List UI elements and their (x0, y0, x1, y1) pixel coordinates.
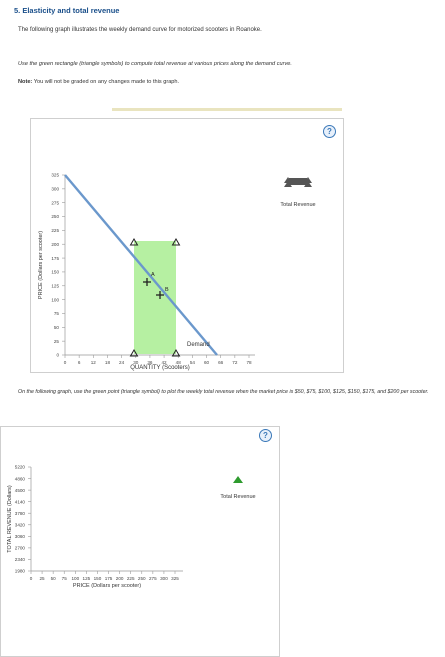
demand-graph-x-tick-label: 36 (147, 360, 153, 365)
note-label: Note: (18, 79, 33, 85)
total-revenue-graph-panel: ? 5220 4860 4500 4140 3780 3420 3060 2700 2340 19… (0, 426, 280, 657)
legend-label: Total Revenue (220, 494, 255, 500)
revenue-graph-x-tick-label: 275 (149, 576, 157, 581)
demand-curve (64, 174, 218, 356)
demand-graph-x-tick-label: 54 (190, 360, 196, 365)
note-body: You will not be graded on any changes ma… (33, 79, 180, 85)
intro-text: The following graph illustrates the week… (18, 27, 262, 33)
x-axis-label: PRICE (Dollars per scooter) (73, 583, 141, 589)
demand-label: Demand (187, 342, 210, 348)
demand-graph-y-tick-label: 275 (51, 200, 59, 205)
instruction-text: Use the green rectangle (triangle symbol… (18, 61, 292, 67)
demand-graph-y-tick-label: 200 (51, 242, 59, 247)
revenue-graph-y-tick-label: 4500 (15, 488, 26, 493)
demand-graph-x-tick-label: 42 (162, 360, 168, 365)
revenue-graph-y-tick-label: 4140 (15, 499, 26, 504)
legend-label: Total Revenue (280, 202, 315, 208)
rect-handle-top-left[interactable] (129, 238, 139, 246)
demand-graph-y-tick-label: 25 (54, 339, 60, 344)
demand-graph-y-tick-label: 125 (51, 283, 59, 288)
x-axis-label: QUANTITY (Scooters) (130, 365, 190, 371)
note-text: Note: You will not be graded on any chan… (18, 79, 179, 85)
y-axis-label: PRICE (Dollars per scooter) (38, 231, 44, 299)
revenue-graph-x-tick-label: 175 (105, 576, 113, 581)
revenue-graph-x-tick-label: 250 (138, 576, 146, 581)
revenue-graph-x-tick-label: 150 (94, 576, 102, 581)
revenue-graph-x-tick-label: 0 (30, 576, 33, 581)
demand-graph-x-tick-label: 0 (64, 360, 67, 365)
demand-graph-x-tick-label: 30 (133, 360, 139, 365)
divider (112, 108, 342, 111)
revenue-graph-x-tick-label: 225 (127, 576, 135, 581)
revenue-graph-y-tick-label: 2700 (15, 546, 26, 551)
demand-graph-y-tick-label: 150 (51, 270, 59, 275)
demand-graph-x-tick-label: 48 (176, 360, 182, 365)
demand-graph-x-tick-label: 12 (91, 360, 97, 365)
demand-graph-y-tick-label: 325 (51, 173, 59, 178)
demand-graph-y-tick-label: 0 (56, 353, 59, 358)
rect-handle-bottom-left[interactable] (129, 349, 139, 357)
demand-graph-panel: ? 325 300 275 250 225 200 175 150 125 100 75 50 25 0 … (30, 118, 344, 373)
point-a-marker (143, 278, 151, 286)
demand-graph-y-tick-label: 250 (51, 214, 59, 219)
demand-graph-y-tick-label: 300 (51, 187, 59, 192)
rect-handle-bottom-right[interactable] (171, 349, 181, 357)
revenue-graph-y-tick-label: 3780 (15, 511, 26, 516)
demand-graph-y-tick-label: 75 (54, 311, 60, 316)
demand-graph-y-tick-label: 100 (51, 297, 59, 302)
revenue-graph-x-tick-label: 200 (116, 576, 124, 581)
revenue-graph-y-tick-label: 2340 (15, 557, 26, 562)
point-a-label: A (151, 272, 155, 278)
question-2-text: On the following graph, use the green po… (18, 389, 429, 395)
demand-graph-x-tick-label: 72 (232, 360, 238, 365)
revenue-graph-y-tick-label: 3420 (15, 522, 26, 527)
point-b-label: B (165, 287, 169, 293)
revenue-graph-x-tick-label: 50 (51, 576, 57, 581)
y-axis-label: TOTAL REVENUE (Dollars) (7, 485, 13, 553)
revenue-graph-x-tick-label: 125 (83, 576, 91, 581)
revenue-graph-y-tick-label: 3060 (15, 534, 26, 539)
revenue-graph-y-tick-label: 5220 (15, 465, 26, 470)
revenue-graph-x-tick-label: 100 (71, 576, 79, 581)
demand-graph-x-tick-label: 18 (105, 360, 111, 365)
total-revenue-graph: 5220 4860 4500 4140 3780 3420 3060 2700 2340 1980… (7, 465, 256, 589)
rect-handle-top-right[interactable] (171, 238, 181, 246)
total-revenue-legend-icon[interactable] (284, 177, 312, 187)
help-icon[interactable]: ? (323, 125, 336, 138)
point-b-marker (156, 291, 164, 299)
revenue-graph-x-tick-label: 25 (40, 576, 46, 581)
page-title: 5. Elasticity and total revenue (14, 6, 120, 15)
revenue-graph-x-tick-label: 75 (62, 576, 68, 581)
help-icon[interactable]: ? (259, 429, 272, 442)
demand-graph-x-tick-label: 6 (78, 360, 81, 365)
demand-graph-y-tick-label: 225 (51, 228, 59, 233)
demand-graph-x-tick-label: 60 (204, 360, 210, 365)
total-revenue-legend-icon[interactable] (233, 476, 243, 483)
revenue-graph-y-tick-label: 1980 (15, 569, 26, 574)
demand-graph-x-tick-label: 24 (119, 360, 125, 365)
revenue-graph-x-tick-label: 325 (171, 576, 179, 581)
demand-graph-x-tick-label: 66 (218, 360, 224, 365)
revenue-graph-x-tick-label: 300 (160, 576, 168, 581)
demand-graph-y-tick-label: 175 (51, 256, 59, 261)
revenue-graph-y-tick-label: 4860 (15, 476, 26, 481)
demand-graph-y-tick-label: 50 (54, 325, 60, 330)
demand-graph-x-tick-label: 78 (246, 360, 252, 365)
